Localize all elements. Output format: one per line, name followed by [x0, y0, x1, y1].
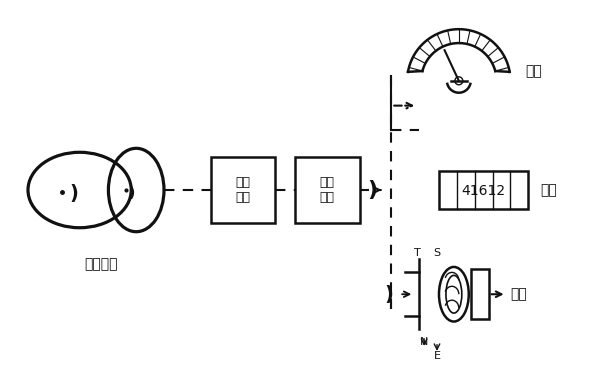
Text: 远传: 远传 [511, 287, 527, 301]
Text: 椭圆齿轮: 椭圆齿轮 [85, 258, 118, 272]
Text: N: N [420, 337, 428, 347]
Text: E: E [433, 351, 440, 361]
Bar [295, 157, 359, 223]
Text: ): ) [69, 184, 78, 203]
Text: ): ) [385, 285, 394, 304]
Text: 速比
调整: 速比 调整 [320, 176, 335, 204]
Text: 指示: 指示 [526, 64, 542, 78]
Text: 减速
装置: 减速 装置 [235, 176, 250, 204]
Text: 积算: 积算 [540, 183, 557, 197]
Text: ): ) [129, 186, 136, 200]
Text: ): ) [367, 180, 377, 200]
Text: T: T [414, 248, 421, 258]
Bar [211, 157, 275, 223]
Bar [439, 171, 529, 209]
Bar [471, 269, 488, 319]
Text: 41612: 41612 [461, 184, 506, 198]
Text: S: S [433, 248, 440, 258]
